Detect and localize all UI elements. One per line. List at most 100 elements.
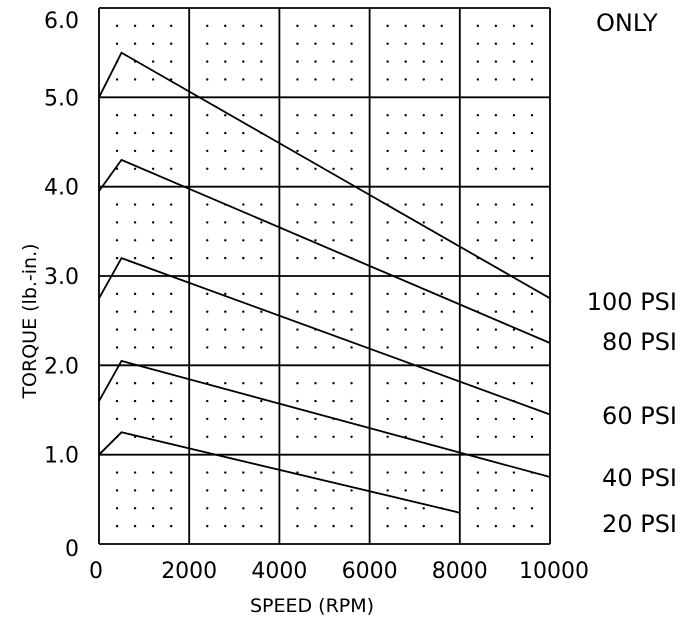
grid-dot — [476, 292, 480, 296]
grid-dot — [314, 310, 317, 313]
grid-dot — [530, 60, 534, 63]
grid-dot — [151, 417, 155, 421]
grid-dot — [115, 524, 119, 528]
grid-dot — [386, 114, 389, 117]
grid-dot — [296, 221, 299, 224]
series-line — [98, 256, 551, 416]
grid-dot — [530, 221, 534, 224]
grid-dot — [530, 24, 534, 28]
grid-dot — [332, 24, 335, 28]
grid-dot — [260, 328, 263, 331]
grid-dot — [440, 417, 443, 421]
grid-dot — [115, 382, 119, 385]
grid-dot — [242, 435, 245, 438]
grid-dot — [440, 42, 443, 45]
grid-dot — [260, 203, 263, 206]
grid-dot — [440, 524, 443, 528]
grid-dot — [404, 167, 407, 170]
y-tick-label: 3.0 — [44, 265, 79, 290]
grid-dot — [133, 256, 137, 260]
grid-dot — [260, 399, 263, 403]
grid-dot — [386, 346, 389, 349]
grid-dot — [242, 417, 245, 421]
grid-dot — [133, 417, 137, 421]
grid-dot — [169, 24, 173, 28]
grid-dot — [224, 256, 227, 260]
grid-dot — [115, 42, 119, 45]
series-lines — [98, 51, 551, 514]
grid-dot — [332, 131, 335, 135]
grid-dot — [296, 346, 299, 349]
grid-dot — [386, 399, 389, 403]
grid-dot — [512, 346, 516, 349]
grid-dot — [206, 131, 209, 135]
grid-dot — [530, 239, 534, 242]
grid-dot — [151, 24, 155, 28]
grid-dot — [332, 489, 335, 492]
x-axis-title: SPEED (RPM) — [250, 595, 374, 617]
grid-dot — [314, 239, 317, 242]
grid-dot — [206, 328, 209, 331]
grid-dot — [476, 239, 480, 242]
grid-dot — [530, 328, 534, 331]
grid-dot — [224, 60, 227, 63]
x-tick-label: 0 — [89, 559, 103, 584]
grid-dot — [206, 417, 209, 421]
grid-dot — [314, 524, 317, 528]
grid-dot — [115, 131, 119, 135]
grid-dot — [115, 149, 119, 153]
grid-dot — [296, 417, 299, 421]
series-line — [98, 359, 551, 478]
grid-dot — [206, 24, 209, 28]
grid-dot — [314, 489, 317, 492]
grid-dots — [115, 24, 534, 528]
grid-dot — [494, 399, 498, 403]
grid-dot — [476, 382, 480, 385]
grid-dot — [133, 507, 137, 510]
grid-dot — [151, 256, 155, 260]
grid-dot — [512, 60, 516, 63]
grid-dot — [242, 131, 245, 135]
grid-dot — [115, 78, 119, 81]
grid-dot — [296, 114, 299, 117]
grid-dot — [530, 399, 534, 403]
y-tick-label: 0 — [65, 537, 79, 562]
grid-dot — [314, 131, 317, 135]
grid-dot — [169, 114, 173, 117]
grid-dot — [151, 489, 155, 492]
grid-dot — [314, 399, 317, 403]
grid-dot — [404, 399, 407, 403]
grid-dot — [133, 78, 137, 81]
grid-dot — [386, 524, 389, 528]
grid-dot — [422, 114, 425, 117]
grid-dot — [169, 239, 173, 242]
grid-dot — [242, 507, 245, 510]
grid-dot — [476, 346, 480, 349]
grid-dot — [494, 78, 498, 81]
grid-dot — [260, 310, 263, 313]
grid-dot — [242, 256, 245, 260]
grid-dot — [224, 507, 227, 510]
grid-dot — [476, 131, 480, 135]
grid-dot — [224, 24, 227, 28]
grid-dot — [169, 489, 173, 492]
grid-dot — [296, 167, 299, 170]
grid-dot — [512, 489, 516, 492]
grid-dot — [422, 399, 425, 403]
grid-dot — [224, 417, 227, 421]
grid-dot — [224, 221, 227, 224]
grid-dot — [133, 203, 137, 206]
grid-dot — [296, 131, 299, 135]
grid-dot — [422, 524, 425, 528]
grid-dot — [440, 203, 443, 206]
y-tick-label: 6.0 — [44, 9, 79, 34]
grid-dot — [242, 221, 245, 224]
grid-dot — [422, 203, 425, 206]
grid-dot — [494, 524, 498, 528]
grid-dot — [242, 399, 245, 403]
grid-dot — [512, 471, 516, 474]
grid-dot — [476, 471, 480, 474]
grid-dot — [422, 24, 425, 28]
grid-dot — [206, 524, 209, 528]
grid-dot — [151, 131, 155, 135]
